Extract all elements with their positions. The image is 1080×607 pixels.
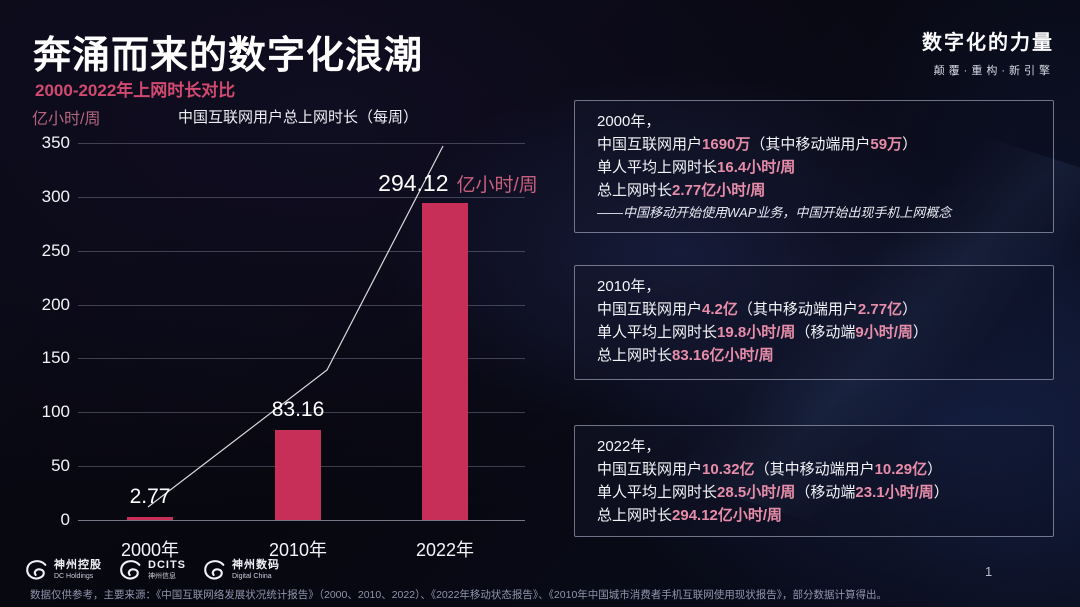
highlight-value: 294.12亿小时/周 — [672, 507, 783, 524]
y-tick-0: 0 — [60, 510, 70, 529]
info-line: 总上网时长294.12亿小时/周 — [597, 504, 1041, 527]
highlight-value: 28.5小时/周 — [717, 484, 796, 501]
logo-name: 神州数码 — [232, 558, 280, 571]
info-box-1: 2010年， 中国互联网用户4.2亿（其中移动端用户2.77亿） 单人平均上网时长1… — [574, 265, 1054, 380]
highlight-value: 10.29亿 — [874, 461, 928, 478]
logo-dc-holdings: 神州控股 DC Holdings — [24, 557, 102, 582]
info-text: 总上网时长 — [597, 182, 673, 199]
x-label-2010年: 2010年 — [268, 540, 328, 560]
y-tick-100: 100 — [41, 402, 70, 422]
highlight-value: 19.8小时/周 — [717, 324, 796, 341]
info-text: ） — [933, 484, 949, 501]
info-line: 2010年， — [597, 275, 1041, 298]
info-text: ） — [912, 324, 928, 341]
info-text: 单人平均上网时长 — [597, 324, 718, 341]
highlight-value: 59万 — [870, 136, 903, 153]
galaxy-spiral-icon — [26, 560, 47, 580]
info-line: 中国互联网用户10.32亿（其中移动端用户10.29亿） — [597, 458, 1041, 481]
logo-row: 神州控股 DC Holdings DCITS 神州信息 神州数码 Digital… — [24, 557, 280, 582]
gridline-0 — [78, 520, 525, 521]
info-line: 中国互联网用户1690万（其中移动端用户59万） — [597, 133, 1041, 156]
info-text: 中国互联网用户 — [597, 461, 703, 478]
page-number: 1 — [985, 564, 993, 579]
info-text: 中国互联网用户 — [597, 301, 703, 318]
info-text: 中国互联网用户 — [597, 136, 703, 153]
info-text: 2010年， — [597, 278, 661, 295]
y-axis-unit-label: 亿小时/周 — [32, 111, 101, 128]
info-text: 总上网时长 — [597, 507, 673, 524]
info-line: 单人平均上网时长19.8小时/周（移动端9小时/周） — [597, 321, 1041, 344]
page-title: 奔涌而来的数字化浪潮 — [33, 35, 424, 77]
info-box-2: 2022年， 中国互联网用户10.32亿（其中移动端用户10.29亿） 单人平均上网… — [574, 425, 1054, 537]
top-value-number: 294.12 — [378, 170, 449, 197]
logo-name: DCITS — [148, 558, 186, 571]
info-line: 中国互联网用户4.2亿（其中移动端用户2.77亿） — [597, 298, 1041, 321]
info-line: 总上网时长2.77亿小时/周 — [597, 179, 1041, 202]
logo-subname: 神州信息 — [148, 572, 176, 580]
info-note-line: ——中国移动开始使用WAP业务，中国开始出现手机上网概念 — [597, 202, 1041, 223]
galaxy-spiral-icon — [204, 560, 225, 580]
value-label-2000年: 2.77 — [129, 485, 171, 508]
value-label-2022年: 294.12 亿小时/周 — [338, 170, 578, 197]
y-tick-300: 300 — [41, 186, 70, 206]
info-text: 2000年， — [597, 113, 661, 130]
page-subtitle: 2000-2022年上网时长对比 — [35, 81, 236, 100]
info-box-0: 2000年， 中国互联网用户1690万（其中移动端用户59万） 单人平均上网时长16… — [574, 100, 1054, 233]
highlight-value: 2.77亿 — [857, 301, 903, 318]
info-text: 总上网时长 — [597, 347, 673, 364]
logo-name: 神州控股 — [54, 558, 102, 571]
top-value-unit: 亿小时/周 — [456, 175, 538, 197]
highlight-value: 1690万 — [702, 136, 751, 153]
info-line: 总上网时长83.16亿小时/周 — [597, 344, 1041, 367]
bar-2000年 — [127, 517, 173, 520]
bar-2010年 — [275, 430, 321, 520]
info-text: （移动端 — [795, 324, 856, 341]
highlight-value: 9小时/周 — [855, 324, 913, 341]
info-text: ） — [902, 301, 918, 318]
highlight-value: 23.1小时/周 — [855, 484, 934, 501]
info-line: 单人平均上网时长28.5小时/周（移动端23.1小时/周） — [597, 481, 1041, 504]
galaxy-spiral-icon — [120, 560, 141, 580]
gridline-350 — [78, 143, 525, 144]
data-source-note: 数据仅供参考，主要来源：《中国互联网络发展状况统计报告》（2000、2010、2… — [30, 589, 888, 601]
info-text: （其中移动端用户 — [754, 461, 875, 478]
bar-chart: 亿小时/周 中国互联网用户总上网时长（每周） 0 50 100 150 200 250 30… — [28, 98, 563, 568]
highlight-value: 83.16亿小时/周 — [672, 347, 774, 364]
y-tick-250: 250 — [41, 240, 70, 260]
info-text: ） — [927, 461, 943, 478]
info-text: ） — [902, 136, 918, 153]
highlight-value: 2.77亿小时/周 — [672, 182, 766, 199]
highlight-value: 4.2亿 — [702, 301, 738, 318]
y-tick-50: 50 — [51, 456, 70, 476]
info-text: （其中移动端用户 — [750, 136, 871, 153]
bar-2022年 — [422, 203, 468, 520]
info-text: 单人平均上网时长 — [597, 484, 718, 501]
brand-tagline: 颠覆·重构·新引擎 — [933, 65, 1054, 77]
info-text: （移动端 — [795, 484, 856, 501]
y-tick-150: 150 — [41, 348, 70, 368]
info-text: 2022年， — [597, 438, 661, 455]
info-line: 2022年， — [597, 435, 1041, 458]
info-line: 单人平均上网时长16.4小时/周 — [597, 156, 1041, 179]
brand-block: 数字化的力量 颠覆·重构·新引擎 — [922, 26, 1054, 78]
info-line: 2000年， — [597, 110, 1041, 133]
x-label-2000年: 2000年 — [120, 540, 180, 560]
brand-title: 数字化的力量 — [922, 32, 1054, 54]
logo-digital-china: 神州数码 Digital China — [202, 557, 280, 582]
highlight-value: 10.32亿 — [702, 461, 755, 478]
logo-subname: Digital China — [232, 572, 272, 580]
info-text: ——中国移动开始使用WAP业务，中国开始出现手机上网概念 — [597, 205, 952, 220]
logo-dcits: DCITS 神州信息 — [118, 557, 186, 582]
x-label-2022年: 2022年 — [415, 540, 475, 560]
logo-subname: DC Holdings — [54, 572, 94, 580]
info-text: 单人平均上网时长 — [597, 159, 718, 176]
chart-title: 中国互联网用户总上网时长（每周） — [177, 109, 418, 126]
highlight-value: 16.4小时/周 — [717, 159, 796, 176]
info-text: （其中移动端用户 — [737, 301, 858, 318]
y-tick-200: 200 — [41, 294, 70, 314]
value-label-2010年: 83.16 — [271, 398, 325, 422]
y-tick-350: 350 — [41, 133, 70, 152]
